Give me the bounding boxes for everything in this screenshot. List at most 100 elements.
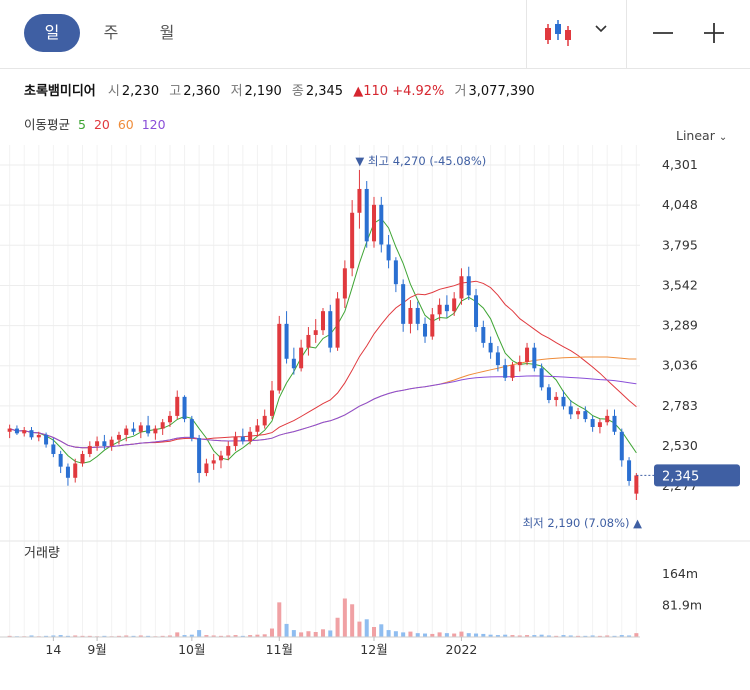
candle-body	[568, 406, 573, 415]
volume-bar	[627, 635, 632, 637]
volume-bar	[379, 624, 384, 637]
candle-body	[576, 411, 581, 415]
x-tick-label: 12월	[360, 642, 387, 657]
volume-bar	[401, 632, 406, 637]
candle-body	[452, 298, 457, 312]
candlestick-icon[interactable]	[542, 18, 576, 48]
volume-bar	[146, 635, 151, 637]
price-summary: 초록뱀미디어 시 2,230 고 2,360 저 2,190 종 2,345 ▲110 …	[24, 80, 541, 99]
candle-body	[189, 419, 194, 439]
tab-daily[interactable]: 일	[24, 14, 80, 52]
volume-bar	[299, 632, 304, 637]
volume-bar	[597, 635, 602, 637]
candle-body	[102, 441, 107, 447]
volume-bar	[510, 635, 515, 637]
candle-body	[350, 212, 355, 269]
open-label: 시	[107, 84, 120, 99]
volume-bar	[459, 631, 464, 637]
candle-body	[328, 311, 333, 348]
candle-body	[510, 365, 515, 378]
candle-body	[277, 323, 282, 391]
volume-bar	[539, 634, 544, 637]
candle-body	[539, 368, 544, 388]
last-price-badge	[654, 464, 740, 487]
volume-bar	[160, 635, 165, 637]
candle-body	[481, 327, 486, 343]
volume-bar	[131, 635, 136, 637]
chevron-down-icon[interactable]	[594, 24, 608, 34]
candle-body	[175, 396, 180, 416]
candle-body	[240, 436, 245, 442]
candle-body	[248, 431, 253, 442]
candle-body	[306, 334, 311, 348]
candle-body	[503, 365, 508, 378]
volume-bar	[58, 635, 63, 637]
candle-body	[95, 441, 100, 447]
candle-body	[218, 455, 223, 461]
candle-body	[124, 428, 129, 435]
volume-bar	[590, 635, 595, 637]
volume-bar	[211, 635, 216, 637]
candle-body	[51, 444, 56, 454]
low-label: 저	[230, 84, 243, 99]
candle-body	[459, 276, 464, 299]
volume-bar	[517, 635, 522, 637]
x-tick-label: 2022	[446, 642, 478, 657]
plus-icon[interactable]	[703, 22, 725, 44]
volume-bar	[29, 635, 34, 637]
tab-monthly[interactable]: 월	[159, 23, 175, 42]
candle-body	[211, 460, 216, 464]
volume-bar	[284, 623, 289, 637]
y-tick-label: 2,530	[662, 438, 698, 453]
candle-body	[583, 411, 588, 420]
volume-bar	[328, 630, 333, 637]
minus-icon[interactable]	[652, 22, 674, 44]
high-label: 고	[169, 84, 182, 99]
candle-body	[146, 425, 151, 434]
volume-bar	[481, 633, 486, 637]
x-tick-label: 14	[45, 642, 61, 657]
volume-bar	[167, 635, 172, 637]
candle-body	[554, 396, 559, 401]
x-tick-label: 9월	[87, 642, 106, 657]
candle-body	[284, 323, 289, 359]
top-toolbar: 일 주 월	[0, 0, 750, 69]
y-tick-label: 4,048	[662, 197, 698, 212]
volume-bar	[7, 635, 12, 637]
candle-body	[87, 446, 92, 454]
open-value: 2,230	[121, 84, 160, 99]
volume-bar	[503, 634, 508, 637]
candle-body	[291, 358, 296, 369]
candle-body	[7, 428, 12, 432]
candle-body	[532, 347, 537, 369]
candle-body	[160, 422, 165, 429]
candle-body	[138, 425, 143, 432]
volume-bar	[393, 631, 398, 637]
volume-tick-label: 81.9m	[662, 597, 702, 612]
last-price-label: 2,345	[662, 469, 699, 484]
volume-tick-label: 164m	[662, 566, 698, 581]
volume-bar	[313, 631, 318, 637]
ma-20-label: 20	[93, 117, 110, 132]
y-tick-label: 3,289	[662, 318, 698, 333]
volume-bar	[51, 635, 56, 637]
candle-body	[73, 463, 78, 478]
candle-body	[597, 422, 602, 428]
tab-weekly[interactable]: 주	[103, 23, 119, 42]
volume-bar	[102, 635, 107, 637]
close-value: 2,345	[305, 84, 344, 99]
candle-body	[80, 453, 85, 464]
candle-body	[204, 463, 209, 474]
volume-bar	[80, 635, 85, 637]
high-value: 2,360	[183, 84, 221, 99]
volume-bar	[182, 635, 187, 637]
candle-body	[29, 430, 34, 438]
candle-body	[437, 304, 442, 315]
candle-body	[605, 415, 610, 423]
scale-selector[interactable]: Linear ⌄	[676, 128, 727, 143]
volume-bar	[342, 598, 347, 637]
toolbar-divider	[526, 0, 527, 68]
moving-average-legend[interactable]: 이동평균 5 20 60 120	[24, 114, 170, 133]
volume-bar	[437, 632, 442, 637]
